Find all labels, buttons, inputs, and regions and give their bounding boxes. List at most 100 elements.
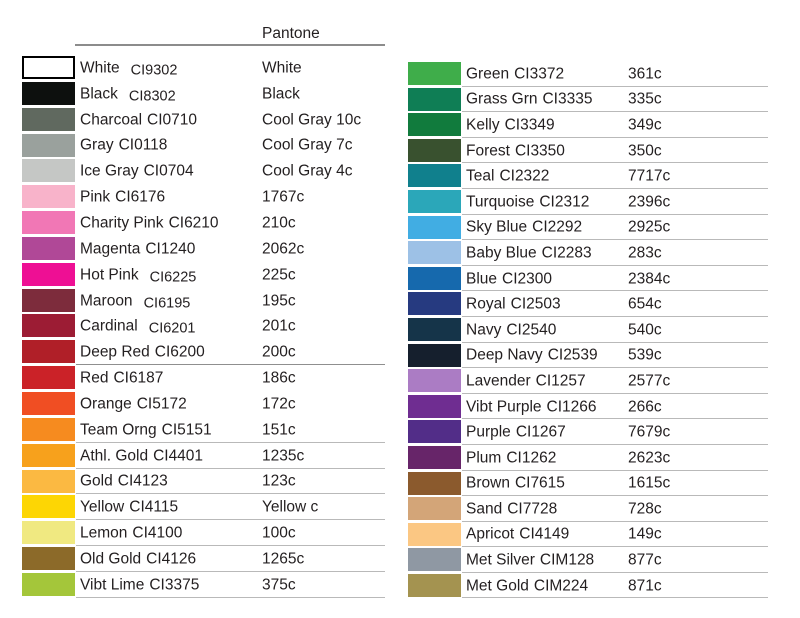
- color-swatch: [408, 138, 461, 162]
- color-swatch: [408, 497, 461, 521]
- color-row: Turquoise CI2312 2396c: [408, 189, 768, 215]
- color-swatch: [408, 215, 461, 239]
- pantone-value: 375c: [262, 576, 296, 594]
- color-swatch: [408, 369, 461, 393]
- color-swatch: [22, 262, 75, 286]
- color-row: Gold CI4123 123c: [22, 469, 385, 495]
- color-row: Plum CI1262 2623c: [408, 445, 768, 471]
- pantone-value: 361c: [628, 65, 662, 83]
- color-row: White CI9302 White: [22, 55, 385, 81]
- color-row: Brown CI7615 1615c: [408, 471, 768, 497]
- color-swatch: [408, 445, 461, 469]
- color-swatch: [22, 56, 75, 79]
- color-row: Old Gold CI4126 1265c: [22, 546, 385, 572]
- color-row: Deep Red CI6200 200c: [22, 339, 385, 365]
- color-name: Vibt Purple CI1266: [466, 397, 597, 415]
- color-swatch: [408, 189, 461, 213]
- color-row: Team Orng CI5151 151c: [22, 417, 385, 443]
- color-row: Orange CI5172 172c: [22, 391, 385, 417]
- color-row: Maroon CI6195 195c: [22, 288, 385, 314]
- color-row: Cardinal CI6201 201c: [22, 313, 385, 339]
- pantone-value: 1235c: [262, 446, 305, 464]
- color-name: Kelly CI3349: [466, 116, 555, 134]
- color-row: Black CI8302 Black: [22, 81, 385, 107]
- pantone-value: 195c: [262, 291, 296, 309]
- color-name: Hot Pink CI6225: [80, 265, 197, 285]
- color-swatch: [408, 87, 461, 111]
- pantone-value: 7717c: [628, 167, 671, 185]
- pantone-value: 654c: [628, 295, 662, 313]
- color-swatch: [22, 314, 75, 338]
- color-name: Old Gold CI4126: [80, 550, 197, 568]
- pantone-value: 877c: [628, 551, 662, 569]
- pantone-value: Cool Gray 4c: [262, 162, 353, 180]
- pantone-value: 266c: [628, 397, 662, 415]
- color-name: Deep Red CI6200: [80, 343, 205, 361]
- color-swatch: [22, 495, 75, 519]
- color-swatch: [408, 471, 461, 495]
- color-name: Sand CI7728: [466, 500, 558, 518]
- color-swatch: [22, 547, 75, 571]
- header-divider: [75, 44, 385, 46]
- pantone-value: 225c: [262, 265, 296, 283]
- left-color-table: White CI9302 White Black CI8302 Black Charcoal…: [22, 55, 385, 598]
- color-name: Red CI6187: [80, 369, 164, 387]
- color-swatch: [22, 288, 75, 312]
- color-swatch: [408, 573, 461, 597]
- pantone-value: 1265c: [262, 550, 305, 568]
- color-swatch: [408, 241, 461, 265]
- color-name: Met Silver CIM128: [466, 551, 595, 569]
- pantone-value: 2925c: [628, 218, 671, 236]
- color-name: Maroon CI6195: [80, 291, 191, 311]
- color-name: Pink CI6176: [80, 188, 166, 206]
- color-name: Navy CI2540: [466, 320, 557, 338]
- color-row: Apricot CI4149 149c: [408, 522, 768, 548]
- color-swatch: [408, 292, 461, 316]
- color-swatch: [22, 521, 75, 545]
- pantone-value: Cool Gray 7c: [262, 136, 353, 154]
- pantone-value: 540c: [628, 320, 662, 338]
- color-name: Deep Navy CI2539: [466, 346, 598, 364]
- color-swatch: [22, 469, 75, 493]
- color-swatch: [408, 317, 461, 341]
- color-swatch: [408, 343, 461, 367]
- color-name: Magenta CI1240: [80, 240, 196, 258]
- pantone-value: 349c: [628, 116, 662, 134]
- pantone-value: 539c: [628, 346, 662, 364]
- color-swatch: [408, 266, 461, 290]
- pantone-value: 1767c: [262, 188, 305, 206]
- color-name: Charcoal CI0710: [80, 110, 198, 128]
- color-row: Kelly CI3349 349c: [408, 112, 768, 138]
- pantone-value: 123c: [262, 472, 296, 490]
- color-swatch: [408, 164, 461, 188]
- color-swatch: [22, 211, 75, 235]
- color-swatch: [22, 572, 75, 596]
- color-row: Red CI6187 186c: [22, 365, 385, 391]
- color-row: Hot Pink CI6225 225c: [22, 262, 385, 288]
- color-row: Sand CI7728 728c: [408, 496, 768, 522]
- color-swatch: [22, 443, 75, 467]
- color-name: Apricot CI4149: [466, 525, 570, 543]
- color-name: Turquoise CI2312: [466, 193, 590, 211]
- color-name: Plum CI1262: [466, 448, 557, 466]
- color-swatch: [408, 113, 461, 137]
- color-row: Charcoal CI0710 Cool Gray 10c: [22, 107, 385, 133]
- pantone-value: 186c: [262, 369, 296, 387]
- color-name: Gold CI4123: [80, 472, 168, 490]
- color-name: Lavender CI1257: [466, 372, 586, 390]
- color-name: Grass Grn CI3335: [466, 90, 593, 108]
- color-row: Green CI3372 361c: [408, 61, 768, 87]
- pantone-value: 151c: [262, 420, 296, 438]
- color-row: Baby Blue CI2283 283c: [408, 240, 768, 266]
- color-row: Pink CI6176 1767c: [22, 184, 385, 210]
- pantone-value: 2384c: [628, 269, 671, 287]
- color-name: Forest CI3350: [466, 141, 565, 159]
- pantone-value: 1615c: [628, 474, 671, 492]
- color-name: Sky Blue CI2292: [466, 218, 583, 236]
- pantone-value: 201c: [262, 317, 296, 335]
- color-row: Yellow CI4115 Yellow c: [22, 494, 385, 521]
- color-row: Blue CI2300 2384c: [408, 266, 768, 292]
- pantone-value: 728c: [628, 500, 662, 518]
- color-swatch: [408, 548, 461, 572]
